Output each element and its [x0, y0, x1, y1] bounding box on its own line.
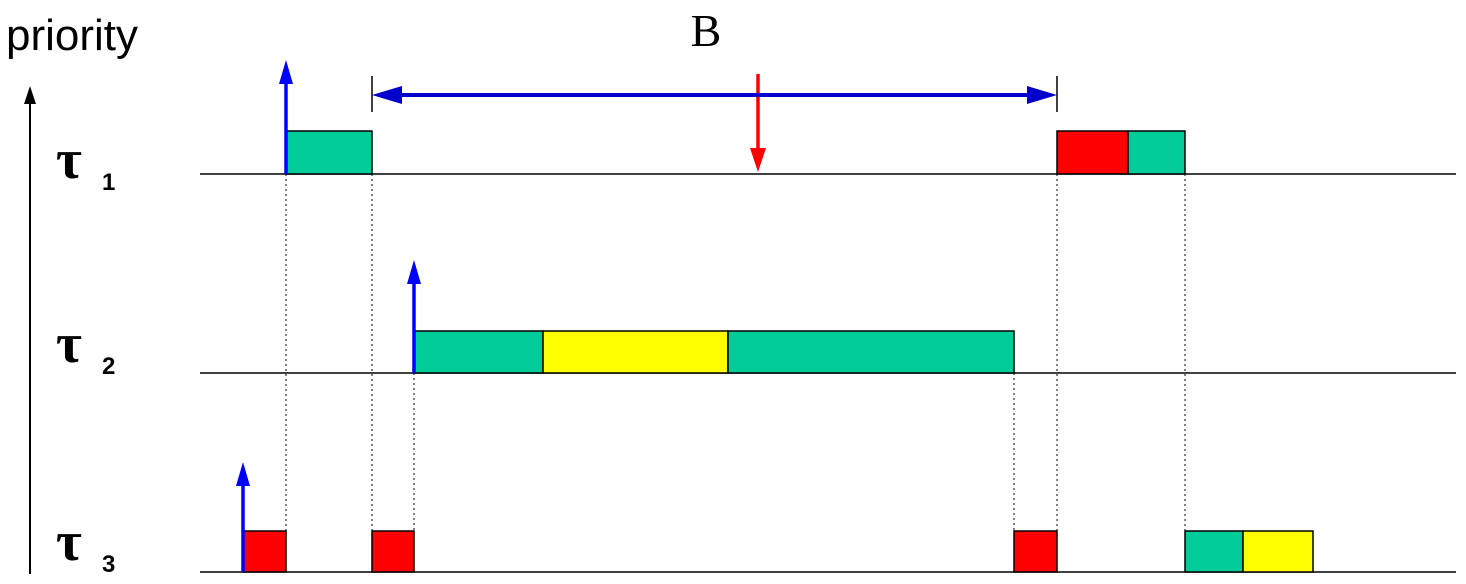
task1-block-critical — [1056, 130, 1129, 175]
interval-b-label: B — [691, 5, 722, 56]
task2-block-normal — [727, 330, 1015, 374]
svg-text:τ: τ — [56, 511, 82, 573]
svg-text:τ: τ — [56, 129, 82, 191]
svg-text:2: 2 — [102, 353, 115, 380]
event-arrow-down — [750, 74, 766, 172]
task2-block-normal — [413, 330, 544, 374]
priority-axis-label: priority — [6, 11, 138, 60]
task-label-3: τ 3 — [56, 511, 115, 578]
release-arrow-task-2 — [407, 260, 421, 373]
svg-text:1: 1 — [102, 169, 115, 196]
task3-block-critical — [1013, 530, 1058, 573]
task3-block-critical — [242, 530, 287, 573]
svg-text:τ: τ — [56, 313, 82, 375]
svg-text:3: 3 — [102, 551, 115, 578]
task3-block-alt — [1242, 530, 1314, 573]
dotted-guides — [285, 174, 1186, 531]
release-arrow-task-3 — [236, 462, 250, 572]
task3-block-normal — [1184, 530, 1244, 573]
priority-axis-arrowhead — [24, 86, 36, 104]
interval-b-arrow — [371, 76, 1058, 112]
task1-block-normal — [1127, 130, 1186, 175]
release-arrow-task-1 — [279, 60, 293, 174]
task3-block-critical — [371, 530, 415, 573]
task2-block-alt — [542, 330, 729, 374]
task-label-1: τ 1 — [56, 129, 115, 196]
task1-block-normal — [285, 130, 373, 175]
task-label-2: τ 2 — [56, 313, 115, 380]
